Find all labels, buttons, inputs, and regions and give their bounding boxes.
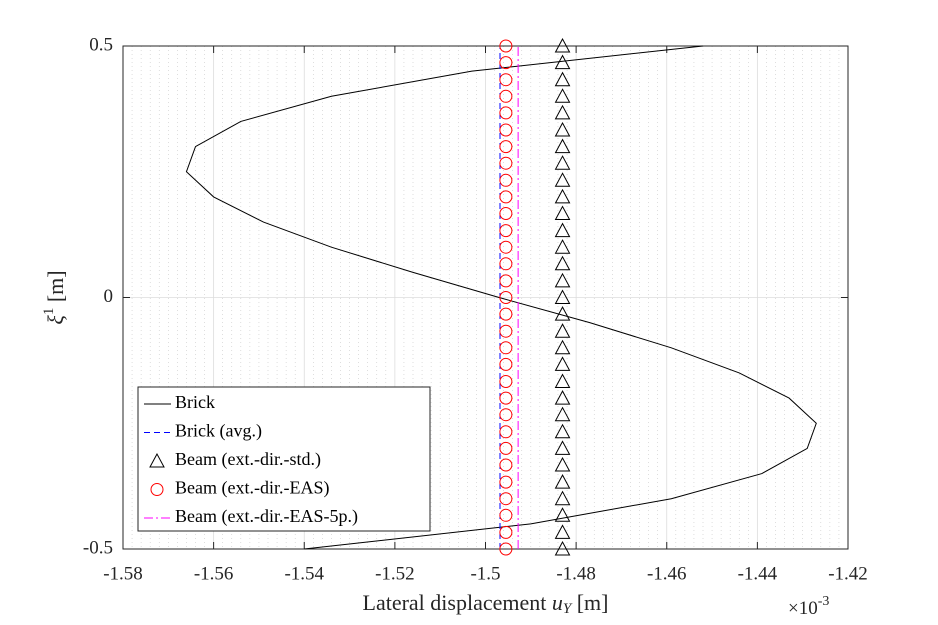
circle-marker (499, 257, 513, 271)
circle-marker (499, 458, 513, 472)
y-axis-label: ξ1 [m] (41, 270, 68, 324)
x-tick-label: -1.46 (647, 563, 687, 584)
multiplier-exp: -3 (818, 594, 830, 609)
triangle-marker (554, 54, 571, 70)
triangle-marker (554, 474, 571, 489)
legend-label: Beam (ext.-dir.-EAS-5p.) (175, 506, 358, 527)
y-label-sup: 1 (41, 308, 57, 316)
triangle-marker (554, 507, 571, 522)
y-tick-label: -0.5 (83, 537, 113, 558)
triangle-marker (554, 490, 571, 506)
triangle-marker (554, 440, 571, 455)
x-label-unit: [m] (571, 590, 608, 615)
circle-marker (499, 408, 513, 422)
triangle-marker (554, 390, 571, 405)
legend-swatch (150, 483, 164, 496)
circle-marker (499, 73, 513, 87)
circle-marker (499, 206, 513, 220)
triangle-marker (554, 188, 571, 204)
circle-marker (499, 475, 513, 489)
x-tick-label: -1.42 (828, 563, 868, 584)
circle-marker (499, 441, 513, 455)
series-line (185, 45, 817, 550)
triangle-marker (554, 306, 571, 321)
circle-marker (499, 525, 513, 539)
x-tick-label: -1.56 (194, 563, 234, 584)
circle-marker (499, 56, 513, 70)
y-label-var: ξ (43, 315, 68, 325)
circle-marker (499, 106, 513, 120)
circle-marker (499, 190, 513, 204)
x-tick-label: -1.44 (738, 563, 778, 584)
circle-marker (499, 391, 513, 405)
legend-box (137, 386, 431, 532)
circle-marker (499, 156, 513, 170)
triangle-marker (554, 88, 571, 103)
triangle-marker (554, 121, 571, 137)
triangle-marker (554, 323, 571, 338)
x-axis-label: Lateral displacement uY [m] (363, 590, 609, 617)
triangle-marker (554, 172, 571, 187)
circle-marker (499, 240, 513, 254)
triangle-marker (554, 255, 571, 271)
y-label-unit: [m] (43, 270, 68, 307)
x-multiplier: ×10-3 (788, 594, 829, 619)
circle-marker (499, 341, 513, 355)
circle-marker (499, 425, 513, 439)
circle-marker (499, 89, 513, 103)
triangle-marker (554, 138, 571, 154)
circle-marker (499, 291, 513, 304)
triangle-marker (554, 423, 571, 439)
circle-marker (499, 492, 513, 506)
triangle-marker (554, 104, 571, 120)
triangle-marker (554, 222, 571, 238)
x-tick-label: -1.48 (556, 563, 596, 584)
circle-marker (499, 39, 513, 53)
x-label-sub: Y (563, 601, 573, 617)
legend-label: Brick (175, 392, 215, 412)
x-tick-label: -1.58 (103, 563, 143, 584)
triangle-marker (554, 356, 571, 371)
plot-frame (122, 45, 849, 550)
circle-marker (499, 173, 513, 187)
triangle-marker (554, 205, 571, 220)
x-label-var: u (552, 590, 563, 615)
circle-marker (499, 357, 513, 371)
triangle-marker (554, 155, 571, 170)
triangle-marker (554, 71, 571, 87)
circle-marker (499, 508, 513, 522)
triangle-marker (554, 339, 571, 355)
circle-marker (499, 324, 513, 338)
triangle-marker (554, 524, 571, 539)
x-label-text: Lateral displacement (363, 590, 552, 615)
legend-swatch (149, 452, 165, 468)
multiplier-base: ×10 (788, 598, 818, 619)
circle-marker (499, 375, 513, 389)
legend-label: Beam (ext.-dir.-EAS) (175, 478, 329, 499)
triangle-marker (554, 373, 571, 389)
legend-label: Beam (ext.-dir.-std.) (175, 449, 321, 470)
circle-marker (499, 542, 513, 556)
triangle-marker (554, 456, 571, 472)
triangle-marker (554, 272, 571, 288)
triangle-marker (554, 239, 571, 254)
x-tick-label: -1.52 (375, 563, 415, 584)
triangle-marker (554, 540, 571, 556)
circle-marker (499, 307, 513, 321)
triangle-marker (554, 37, 571, 53)
y-tick-label: 0.5 (89, 34, 113, 55)
circle-marker (499, 274, 513, 288)
circle-marker (499, 123, 513, 137)
triangle-marker (554, 289, 571, 304)
y-tick-label: 0 (104, 286, 114, 307)
x-tick-label: -1.54 (284, 563, 324, 584)
circle-marker (499, 140, 513, 154)
circle-marker (499, 224, 513, 238)
x-tick-label: -1.5 (470, 563, 500, 584)
triangle-marker (554, 406, 571, 422)
legend-label: Brick (avg.) (175, 421, 262, 442)
